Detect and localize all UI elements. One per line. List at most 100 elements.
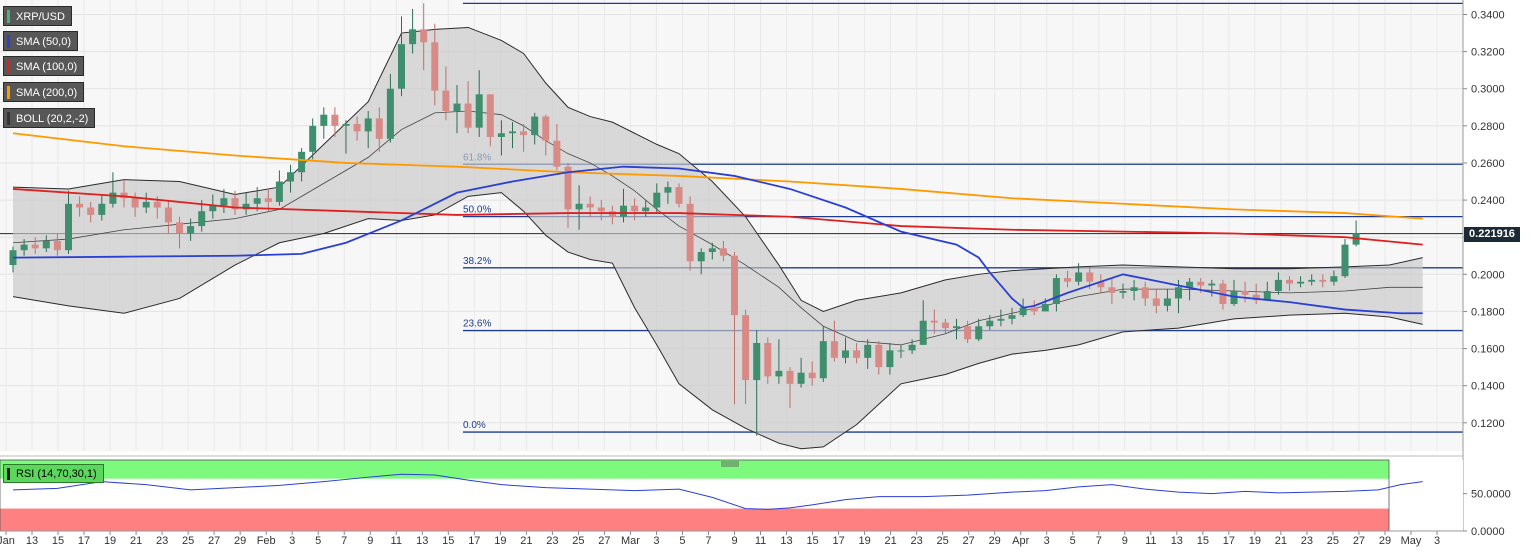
x-tick-label: 25	[1327, 535, 1339, 547]
candle-body	[275, 181, 283, 202]
x-tick-label: 13	[416, 535, 428, 547]
x-tick-label: 15	[1197, 535, 1209, 547]
candle-body	[564, 166, 572, 210]
candle-body	[231, 198, 239, 210]
candle-body	[830, 341, 838, 358]
candle-body	[1230, 291, 1238, 305]
x-tick-label: 3	[289, 535, 295, 547]
x-tick-label: 23	[1301, 535, 1313, 547]
legend-label: SMA (50,0)	[16, 36, 72, 48]
candle-body	[386, 88, 394, 139]
x-tick-label: 23	[156, 535, 168, 547]
legend-sma-200-0[interactable]: SMA (200,0)	[3, 82, 85, 102]
candle-body	[953, 326, 960, 329]
rsi-line	[12, 473, 1423, 510]
y-tick-label: 0.1200	[1471, 418, 1505, 430]
rsi-overbought-zone	[0, 460, 1389, 479]
candle-body	[497, 133, 505, 137]
candle-body	[42, 240, 50, 249]
current-price-tag: 0.221916	[1464, 227, 1520, 242]
x-tick-label: 19	[494, 535, 506, 547]
candle-body	[1119, 291, 1127, 293]
x-tick-label: 7	[705, 535, 711, 547]
y-tick-label: 0.2000	[1471, 269, 1505, 281]
x-tick-label: 19	[104, 535, 116, 547]
x-tick-label: 17	[832, 535, 844, 547]
pane-resize-handle[interactable]	[721, 454, 739, 467]
bollinger-fill	[13, 27, 1423, 449]
candle-body	[531, 116, 539, 136]
candle-body	[131, 198, 139, 208]
candle-body	[120, 192, 128, 199]
y-tick-label: 0.3400	[1471, 9, 1505, 21]
x-tick-label: 5	[679, 535, 685, 547]
candle-body	[897, 350, 905, 352]
candle-body	[1208, 283, 1216, 286]
legend-sma-50-0[interactable]: SMA (50,0)	[3, 31, 79, 51]
y-tick-label: 0.1800	[1471, 306, 1505, 318]
moving-averages	[12, 132, 1423, 315]
candle-body	[1330, 276, 1338, 282]
x-tick-label: 9	[1122, 535, 1128, 547]
legend-boll-20-2-2[interactable]: BOLL (20,2,-2)	[3, 108, 96, 128]
candle-body	[1308, 279, 1316, 282]
x-tick-label: 19	[1249, 535, 1261, 547]
legend-swatch	[7, 86, 10, 99]
x-tick-label: 25	[937, 535, 949, 547]
x-tick-label: 17	[1223, 535, 1235, 547]
candle-body	[1064, 278, 1071, 282]
legend-sma-100-0[interactable]: SMA (100,0)	[3, 56, 85, 76]
x-tick-label: Apr	[1012, 535, 1029, 547]
candle-body	[1341, 244, 1349, 277]
x-tick-label: 11	[1145, 535, 1156, 547]
candle-body	[287, 172, 294, 182]
candle-body	[997, 318, 1005, 321]
candle-body	[731, 255, 738, 316]
candle-body	[442, 90, 450, 111]
candle-body	[986, 320, 994, 327]
candle-body	[187, 226, 195, 234]
fib-label: 50.0%	[463, 205, 491, 216]
candle-body	[553, 140, 561, 167]
candle-body	[253, 198, 261, 204]
candle-body	[153, 201, 161, 208]
y-tick-label: 0.2800	[1471, 121, 1505, 133]
candle-body	[797, 372, 805, 384]
candle-body	[653, 192, 661, 208]
x-tick-label: 27	[208, 535, 220, 547]
candle-body	[853, 350, 861, 358]
x-tick-label: 21	[884, 535, 896, 547]
candle-body	[364, 118, 372, 132]
x-tick-label: 23	[546, 535, 558, 547]
candle-body	[1097, 281, 1105, 288]
candle-body	[209, 205, 217, 212]
candle-body	[808, 372, 816, 379]
x-tick-label: 23	[911, 535, 923, 547]
legend-xrp-usd[interactable]: XRP/USD	[3, 6, 72, 26]
candle-body	[620, 205, 627, 217]
x-tick-label: 29	[989, 535, 1001, 547]
candle-body	[1019, 307, 1027, 316]
x-tick-label: 9	[731, 535, 737, 547]
candle-body	[409, 29, 417, 45]
x-tick-label: 3	[653, 535, 659, 547]
candle-body	[453, 103, 461, 111]
rsi-legend[interactable]: RSI (14,70,30,1)	[3, 464, 104, 483]
candle-body	[320, 114, 328, 126]
candle-body	[76, 203, 84, 208]
fib-label: 38.2%	[463, 256, 491, 267]
candle-body	[109, 192, 117, 204]
y-tick-label: 0.2400	[1471, 195, 1505, 207]
x-tick-label: 5	[1070, 535, 1076, 547]
candle-body	[1108, 287, 1116, 293]
candle-body	[1197, 281, 1205, 286]
x-tick-label: May	[1401, 535, 1422, 547]
candle-body	[586, 203, 594, 208]
y-tick-label: 0.1400	[1471, 381, 1505, 393]
y-tick-label: 0.2600	[1471, 158, 1505, 170]
candle-body	[819, 341, 827, 379]
candle-body	[1141, 287, 1149, 299]
x-tick-label: 13	[26, 535, 38, 547]
x-tick-label: 17	[78, 535, 90, 547]
